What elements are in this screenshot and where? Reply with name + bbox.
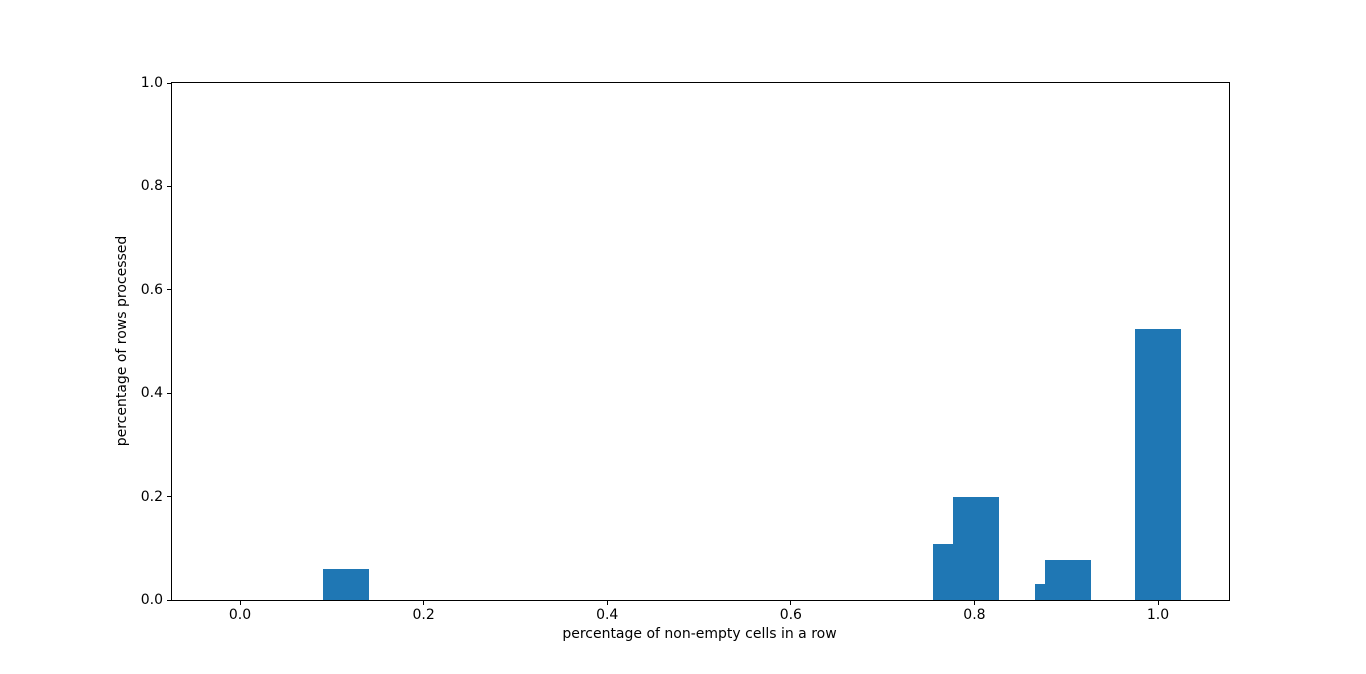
bar	[1135, 329, 1181, 600]
y-tick-mark	[167, 496, 171, 498]
y-tick-mark	[167, 289, 171, 291]
bar	[1045, 560, 1091, 600]
x-tick-mark	[606, 601, 608, 605]
bar	[953, 497, 1000, 600]
y-tick-label: 0.8	[140, 178, 163, 195]
x-tick-label: 0.8	[963, 607, 986, 623]
y-axis-label: percentage of rows processed	[114, 235, 130, 447]
plot-area: 0.0 0.2 0.4 0.6 0.8 1.0 0.0 0.2 0.4 0.6 0.8 1.0	[141, 75, 1230, 623]
x-tick-mark	[790, 601, 792, 605]
x-tick-mark	[1157, 601, 1159, 605]
y-tick-label: 0.0	[140, 592, 163, 608]
x-tick-label: 0.4	[596, 607, 619, 623]
x-tick-mark	[973, 601, 975, 605]
y-tick-label: 0.4	[140, 385, 163, 402]
x-tick-label: 0.2	[412, 607, 435, 623]
x-tick-label: 0.6	[779, 607, 802, 623]
x-tick-mark	[239, 601, 241, 605]
y-tick-mark	[167, 599, 171, 601]
x-axis-label: percentage of non-empty cells in a row	[562, 626, 837, 642]
y-tick-label: 0.6	[140, 281, 163, 298]
y-tick-label: 1.0	[140, 75, 163, 91]
y-tick-mark	[167, 392, 171, 394]
y-tick-mark	[167, 185, 171, 187]
y-tick-label: 0.2	[140, 488, 163, 505]
x-tick-label: 0.0	[228, 607, 252, 623]
x-tick-label: 1.0	[1146, 607, 1170, 623]
bar	[322, 568, 369, 600]
y-tick-mark	[167, 82, 171, 84]
x-tick-mark	[423, 601, 425, 605]
